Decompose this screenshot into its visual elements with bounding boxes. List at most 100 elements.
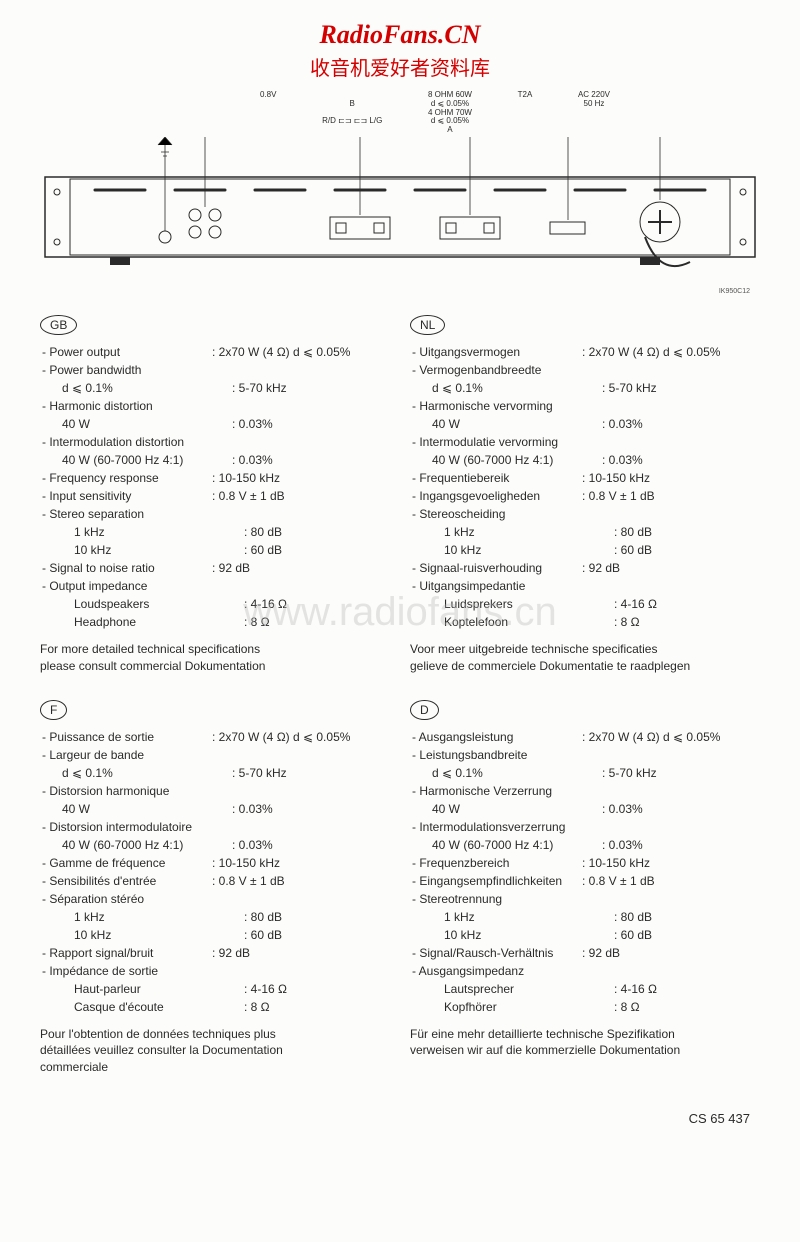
spec-label: 1 kHz [410, 908, 614, 926]
spec-value: : 8 Ω [244, 613, 390, 631]
spec-row: - Puissance de sortie: 2x70 W (4 Ω) d ⩽ … [40, 728, 390, 746]
spec-row: - Output impedance [40, 577, 390, 595]
spec-label: - Distorsion harmonique [40, 782, 212, 800]
lang-badge: GB [40, 315, 77, 335]
spec-label: 40 W (60-7000 Hz 4:1) [40, 836, 232, 854]
spec-label: Casque d'écoute [40, 998, 244, 1016]
spec-value [212, 782, 390, 800]
spec-label: - Séparation stéréo [40, 890, 212, 908]
spec-value: : 5-70 kHz [602, 379, 760, 397]
spec-label: - Rapport signal/bruit [40, 944, 212, 962]
spec-row: - Intermodulation distortion [40, 433, 390, 451]
spec-label: - Frequentiebereik [410, 469, 582, 487]
spec-row: 40 W: 0.03% [40, 415, 390, 433]
spec-row: - Sensibilités d'entrée: 0.8 V ± 1 dB [40, 872, 390, 890]
spec-value [212, 746, 390, 764]
spec-label: Luidsprekers [410, 595, 614, 613]
spec-label: - Vermogenbandbreedte [410, 361, 582, 379]
spec-row: - Séparation stéréo [40, 890, 390, 908]
left-column: GB - Power output: 2x70 W (4 Ω) d ⩽ 0.05%… [40, 315, 390, 1101]
spec-value [582, 890, 760, 908]
spec-row: d ⩽ 0.1%: 5-70 kHz [410, 764, 760, 782]
spec-value: : 0.03% [602, 800, 760, 818]
spec-value: : 10-150 kHz [212, 469, 390, 487]
spec-row: - Harmonic distortion [40, 397, 390, 415]
spec-row: - Frequentiebereik: 10-150 kHz [410, 469, 760, 487]
spec-note: Für eine mehr detaillierte technische Sp… [410, 1026, 760, 1060]
spec-value: : 60 dB [614, 541, 760, 559]
spec-value: : 4-16 Ω [244, 980, 390, 998]
spec-label: - Puissance de sortie [40, 728, 212, 746]
spec-label: - Uitgangsimpedantie [410, 577, 582, 595]
spec-value [582, 505, 760, 523]
spec-label: - Uitgangsvermogen [410, 343, 582, 361]
spec-value [212, 505, 390, 523]
spec-label: - Intermodulation distortion [40, 433, 212, 451]
spec-row: 40 W (60-7000 Hz 4:1): 0.03% [40, 451, 390, 469]
spec-label: - Stereotrennung [410, 890, 582, 908]
spec-row: - Signal/Rausch-Verhältnis: 92 dB [410, 944, 760, 962]
spec-value: : 60 dB [244, 926, 390, 944]
spec-row: - Uitgangsvermogen: 2x70 W (4 Ω) d ⩽ 0.0… [410, 343, 760, 361]
spec-row: - Gamme de fréquence: 10-150 kHz [40, 854, 390, 872]
spec-label: Headphone [40, 613, 244, 631]
spec-value: : 80 dB [614, 523, 760, 541]
spec-value: : 5-70 kHz [232, 764, 390, 782]
spec-row: Lautsprecher: 4-16 Ω [410, 980, 760, 998]
footer-code: CS 65 437 [40, 1111, 760, 1126]
spec-label: 40 W [40, 415, 232, 433]
spec-row: - Input sensitivity: 0.8 V ± 1 dB [40, 487, 390, 505]
lang-badge: NL [410, 315, 445, 335]
spec-value [212, 397, 390, 415]
spec-row: - Ausgangsimpedanz [410, 962, 760, 980]
spec-value [582, 818, 760, 836]
spec-value: : 80 dB [614, 908, 760, 926]
spec-row: - Intermodulatie vervorming [410, 433, 760, 451]
spec-label: Kopfhörer [410, 998, 614, 1016]
spec-value: : 0.03% [232, 415, 390, 433]
spec-value: : 10-150 kHz [212, 854, 390, 872]
spec-label: - Stereoscheiding [410, 505, 582, 523]
spec-row: 40 W: 0.03% [410, 415, 760, 433]
spec-label: 1 kHz [40, 908, 244, 926]
spec-row: - Largeur de bande [40, 746, 390, 764]
spec-value [582, 746, 760, 764]
spec-label: - Leistungsbandbreite [410, 746, 582, 764]
spec-row: 1 kHz: 80 dB [410, 523, 760, 541]
site-title: RadioFans.CN [40, 20, 760, 50]
spec-label: - Frequenzbereich [410, 854, 582, 872]
spec-row: Luidsprekers: 4-16 Ω [410, 595, 760, 613]
spec-row: - Distorsion intermodulatoire [40, 818, 390, 836]
spec-row: Headphone: 8 Ω [40, 613, 390, 631]
page-header: RadioFans.CN 收音机爱好者资料库 [40, 20, 760, 81]
spec-row: d ⩽ 0.1%: 5-70 kHz [40, 764, 390, 782]
spec-value: : 10-150 kHz [582, 469, 760, 487]
spec-value: : 60 dB [244, 541, 390, 559]
label-speaker-b: B R/D ⊏⊐ ⊏⊐ L/G [322, 91, 382, 135]
spec-value [212, 890, 390, 908]
spec-label: - Impédance de sortie [40, 962, 212, 980]
spec-row: - Eingangsempfindlichkeiten: 0.8 V ± 1 d… [410, 872, 760, 890]
spec-label: - Harmonische Verzerrung [410, 782, 582, 800]
spec-value: : 92 dB [582, 944, 760, 962]
spec-value: : 92 dB [212, 559, 390, 577]
spec-row: - Power output: 2x70 W (4 Ω) d ⩽ 0.05% [40, 343, 390, 361]
spec-label: Haut-parleur [40, 980, 244, 998]
spec-label: d ⩽ 0.1% [40, 379, 232, 397]
spec-value [582, 361, 760, 379]
spec-value: : 80 dB [244, 523, 390, 541]
spec-value [212, 818, 390, 836]
spec-label: 1 kHz [410, 523, 614, 541]
spec-value [582, 433, 760, 451]
spec-value [582, 577, 760, 595]
spec-note: For more detailed technical specificatio… [40, 641, 390, 675]
spec-value [582, 397, 760, 415]
spec-label: d ⩽ 0.1% [40, 764, 232, 782]
spec-row: 10 kHz: 60 dB [40, 541, 390, 559]
spec-label: Lautsprecher [410, 980, 614, 998]
spec-row: 40 W (60-7000 Hz 4:1): 0.03% [40, 836, 390, 854]
spec-label: - Ingangsgevoeligheden [410, 487, 582, 505]
spec-label: - Ausgangsleistung [410, 728, 582, 746]
spec-row: Kopfhörer: 8 Ω [410, 998, 760, 1016]
spec-value: : 0.8 V ± 1 dB [582, 487, 760, 505]
